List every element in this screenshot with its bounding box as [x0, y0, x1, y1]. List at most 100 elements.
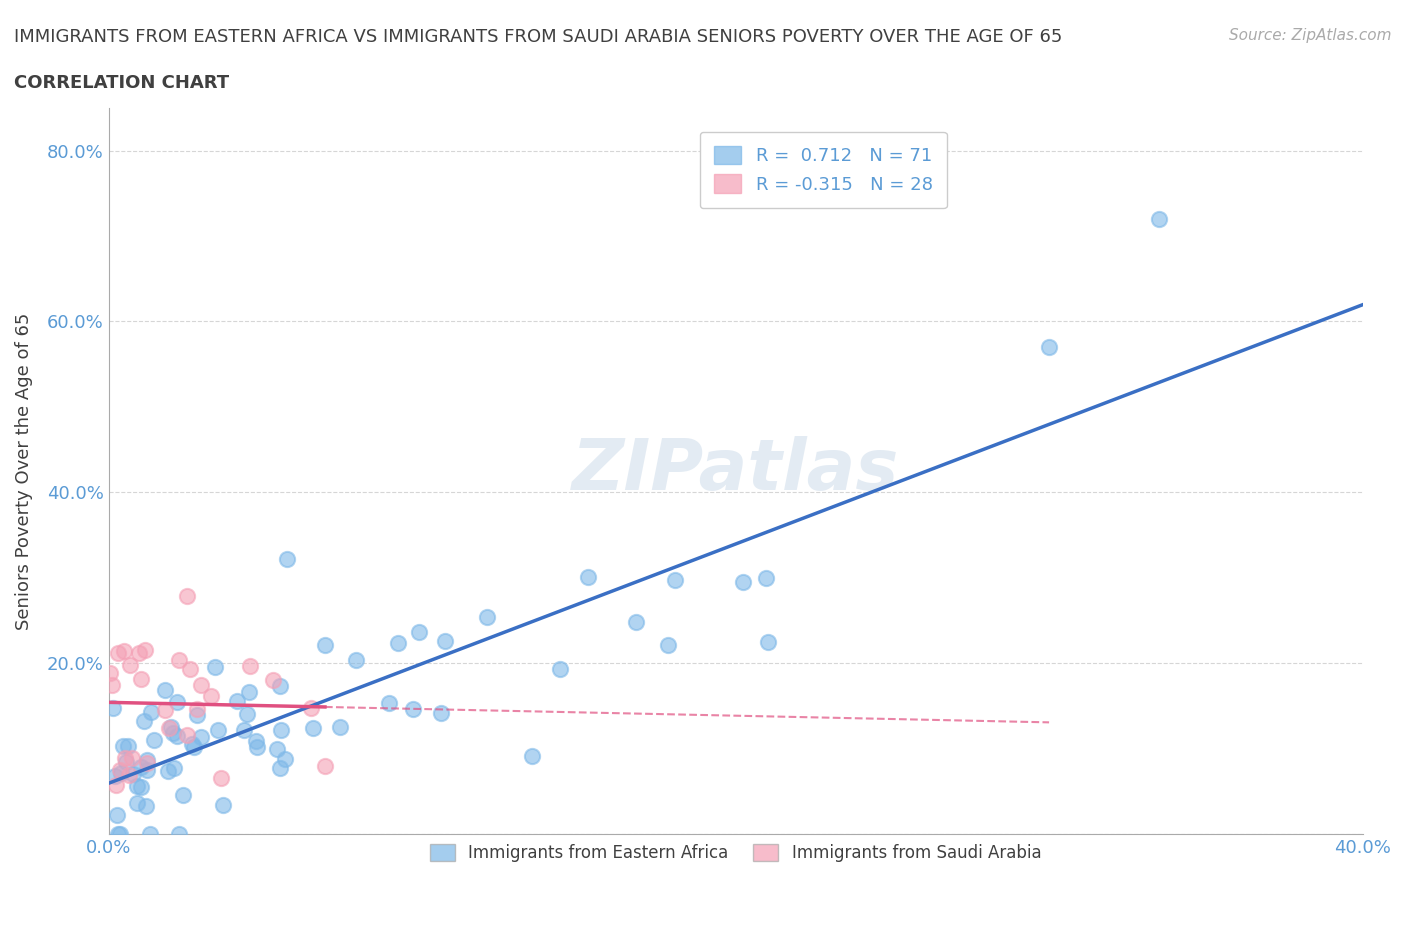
- Point: [314, 758, 336, 773]
- Point: [131, 671, 153, 686]
- Point: [129, 760, 152, 775]
- Point: [139, 704, 162, 719]
- Point: [157, 721, 180, 736]
- Point: [329, 720, 352, 735]
- Point: [122, 766, 145, 781]
- Point: [1038, 339, 1060, 354]
- Point: [132, 713, 155, 728]
- Point: [176, 728, 198, 743]
- Point: [657, 638, 679, 653]
- Point: [190, 677, 212, 692]
- Point: [269, 760, 291, 775]
- Point: [121, 751, 143, 765]
- Text: Source: ZipAtlas.com: Source: ZipAtlas.com: [1229, 28, 1392, 43]
- Point: [159, 720, 181, 735]
- Point: [157, 764, 180, 778]
- Point: [162, 761, 184, 776]
- Text: IMMIGRANTS FROM EASTERN AFRICA VS IMMIGRANTS FROM SAUDI ARABIA SENIORS POVERTY O: IMMIGRANTS FROM EASTERN AFRICA VS IMMIGR…: [14, 28, 1063, 46]
- Point: [270, 723, 292, 737]
- Point: [101, 677, 124, 692]
- Point: [129, 780, 152, 795]
- Point: [245, 734, 267, 749]
- Point: [626, 615, 648, 630]
- Point: [233, 723, 256, 737]
- Point: [756, 635, 779, 650]
- Point: [125, 795, 148, 810]
- Point: [138, 827, 160, 842]
- Point: [273, 751, 295, 766]
- Point: [153, 683, 176, 698]
- Point: [186, 708, 208, 723]
- Point: [167, 653, 190, 668]
- Point: [115, 754, 138, 769]
- Point: [135, 798, 157, 813]
- Point: [200, 688, 222, 703]
- Point: [166, 694, 188, 709]
- Point: [190, 730, 212, 745]
- Point: [167, 827, 190, 842]
- Point: [108, 827, 131, 842]
- Point: [731, 574, 754, 589]
- Point: [142, 733, 165, 748]
- Point: [402, 701, 425, 716]
- Point: [136, 756, 159, 771]
- Point: [314, 638, 336, 653]
- Point: [110, 765, 132, 780]
- Point: [105, 777, 128, 792]
- Point: [134, 643, 156, 658]
- Point: [107, 645, 129, 660]
- Point: [276, 551, 298, 566]
- Point: [166, 728, 188, 743]
- Point: [378, 696, 401, 711]
- Y-axis label: Seniors Poverty Over the Age of 65: Seniors Poverty Over the Age of 65: [15, 312, 32, 630]
- Point: [238, 684, 260, 699]
- Point: [266, 741, 288, 756]
- Point: [117, 738, 139, 753]
- Point: [162, 725, 184, 740]
- Point: [128, 645, 150, 660]
- Point: [387, 635, 409, 650]
- Point: [302, 721, 325, 736]
- Text: ZIPatlas: ZIPatlas: [572, 436, 900, 505]
- Point: [172, 787, 194, 802]
- Point: [239, 658, 262, 673]
- Point: [153, 702, 176, 717]
- Point: [112, 738, 135, 753]
- Point: [110, 763, 132, 777]
- Point: [209, 770, 232, 785]
- Point: [755, 571, 778, 586]
- Point: [136, 763, 159, 777]
- Point: [548, 662, 571, 677]
- Point: [576, 570, 599, 585]
- Point: [112, 644, 135, 658]
- Point: [107, 827, 129, 842]
- Point: [1147, 212, 1170, 227]
- Point: [105, 807, 128, 822]
- Point: [269, 679, 291, 694]
- Point: [101, 700, 124, 715]
- Point: [475, 610, 498, 625]
- Point: [98, 666, 121, 681]
- Point: [212, 797, 235, 812]
- Text: CORRELATION CHART: CORRELATION CHART: [14, 74, 229, 92]
- Point: [118, 767, 141, 782]
- Point: [127, 778, 149, 793]
- Point: [235, 707, 257, 722]
- Point: [433, 633, 456, 648]
- Point: [344, 653, 367, 668]
- Point: [522, 749, 544, 764]
- Point: [262, 672, 284, 687]
- Legend: Immigrants from Eastern Africa, Immigrants from Saudi Arabia: Immigrants from Eastern Africa, Immigran…: [423, 838, 1047, 870]
- Point: [176, 589, 198, 604]
- Point: [104, 769, 127, 784]
- Point: [408, 624, 430, 639]
- Point: [183, 739, 205, 754]
- Point: [179, 661, 201, 676]
- Point: [226, 694, 249, 709]
- Point: [664, 573, 686, 588]
- Point: [204, 659, 226, 674]
- Point: [180, 737, 202, 751]
- Point: [207, 723, 229, 737]
- Point: [246, 739, 269, 754]
- Point: [429, 706, 451, 721]
